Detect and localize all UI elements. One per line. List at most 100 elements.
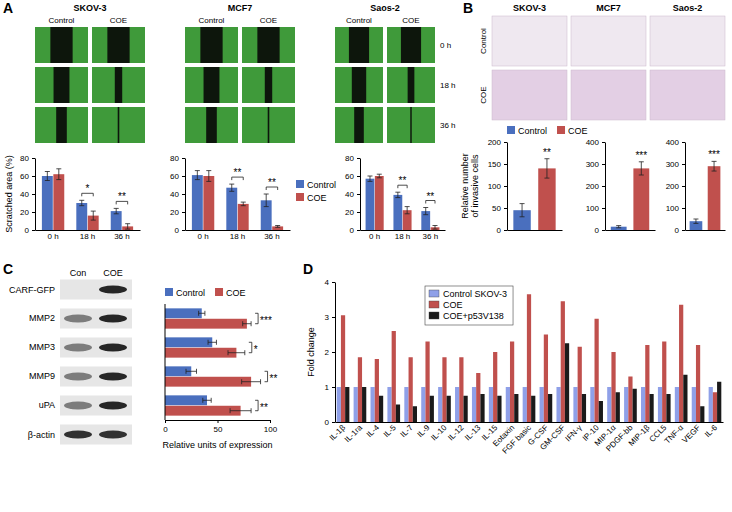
legend-label: COE <box>307 193 327 203</box>
error-bar <box>433 226 438 230</box>
annotation: ** <box>270 373 278 384</box>
tick-mark <box>32 230 35 231</box>
legend-swatch <box>165 288 173 296</box>
error-bar <box>275 226 280 228</box>
tick-mark <box>332 282 335 283</box>
legend: ControlCOE <box>165 288 246 298</box>
error-cap <box>211 398 212 403</box>
error-bar <box>186 369 197 374</box>
scratch-images: SKOV-3ControlCOEMCF7ControlCOESaos-2Cont… <box>35 3 456 143</box>
tick: 100 <box>264 420 278 434</box>
bar <box>341 315 345 422</box>
error-cap <box>230 408 231 413</box>
significance-bracket <box>266 187 277 190</box>
bar <box>375 176 384 230</box>
tick-mark <box>357 230 360 231</box>
tick-label: 0 h <box>369 232 380 241</box>
error-bar <box>45 172 50 181</box>
tick: 200 <box>666 182 685 191</box>
chart: 050100MMP2MMP3MMP9uPARelative units of e… <box>29 288 278 451</box>
axis-line <box>335 283 336 423</box>
error-bar <box>195 171 200 180</box>
bar <box>645 345 649 422</box>
blot-band <box>99 286 127 294</box>
tick: 60 <box>345 172 360 181</box>
micrograph <box>571 70 646 120</box>
error-bar <box>203 398 211 403</box>
tick-label: GM-CSF <box>538 423 567 452</box>
bar <box>165 308 202 318</box>
bar <box>354 387 358 422</box>
blot-band <box>99 431 127 439</box>
bar <box>165 406 241 416</box>
plot-marks <box>165 308 261 415</box>
category-axis: 0 h18 h36 h <box>186 230 291 241</box>
bar <box>679 305 683 422</box>
bar <box>675 387 679 422</box>
bar <box>455 387 459 422</box>
error-bar <box>693 219 698 223</box>
legend-swatch <box>507 126 515 134</box>
tick-label: 20 <box>170 208 179 217</box>
bar <box>599 401 603 422</box>
tick-mark <box>218 420 219 423</box>
condition-header: Control <box>199 16 225 25</box>
tick: IL-5 <box>382 422 399 439</box>
tick: TNF-α <box>663 422 686 446</box>
tick-label: 40 <box>345 190 354 199</box>
error-cap <box>520 216 525 217</box>
chart: 0204060800 h18 h36 h**** <box>345 154 445 241</box>
error-cap <box>216 340 217 345</box>
tick: IL-7 <box>399 422 416 439</box>
error-cap <box>395 192 400 193</box>
error-bar <box>241 202 246 206</box>
scratch-gap <box>115 67 122 103</box>
tick: 0 <box>325 418 335 427</box>
error-bar <box>243 321 251 326</box>
tick: 80 <box>170 154 185 163</box>
legend-label: Control <box>518 126 547 136</box>
annotation: ** <box>118 191 126 202</box>
micrograph <box>35 27 88 63</box>
bar <box>362 387 366 422</box>
tick-label: 0 h <box>198 232 209 241</box>
legend-swatch <box>296 193 304 201</box>
tick: MMP2 <box>29 313 58 323</box>
plot-marks <box>366 174 440 230</box>
annotation: ** <box>426 191 434 202</box>
tick-label: 0 <box>497 226 502 235</box>
micrograph <box>92 107 145 143</box>
legend: ControlCOE <box>296 180 336 203</box>
error-cap <box>125 229 130 230</box>
scratch-gap <box>50 27 72 63</box>
error-cap <box>206 170 211 171</box>
tick-label: IL-10 <box>429 423 449 443</box>
error-cap <box>56 179 61 180</box>
tick-label: IL-6 <box>703 423 720 440</box>
bar <box>633 389 637 422</box>
y-axis: 050100150200 <box>488 138 508 235</box>
bar <box>556 387 560 422</box>
tick-label: 200 <box>586 182 600 191</box>
bar <box>692 387 696 422</box>
scratch-gap <box>204 67 220 103</box>
error-cap <box>544 158 549 159</box>
y-axis: 0100200300400 <box>666 138 686 235</box>
annotation: *** <box>260 315 272 326</box>
micrograph <box>35 67 88 103</box>
error-line <box>47 172 48 181</box>
significance-bracket <box>398 185 407 188</box>
tick: 0 <box>675 226 685 235</box>
tick-mark <box>504 208 507 209</box>
tick: 60 <box>170 172 185 181</box>
x-axis: 050100 <box>163 420 277 434</box>
panel-label: C <box>3 261 13 277</box>
bar <box>544 335 548 423</box>
legend-swatch <box>429 290 439 297</box>
micrograph <box>92 27 145 63</box>
bar <box>611 352 615 422</box>
chart: 0204060800 h18 h36 hScratched area (%)**… <box>4 154 141 241</box>
y-axis: 020406080 <box>345 154 360 235</box>
error-bar <box>423 208 428 215</box>
error-line <box>546 159 547 178</box>
